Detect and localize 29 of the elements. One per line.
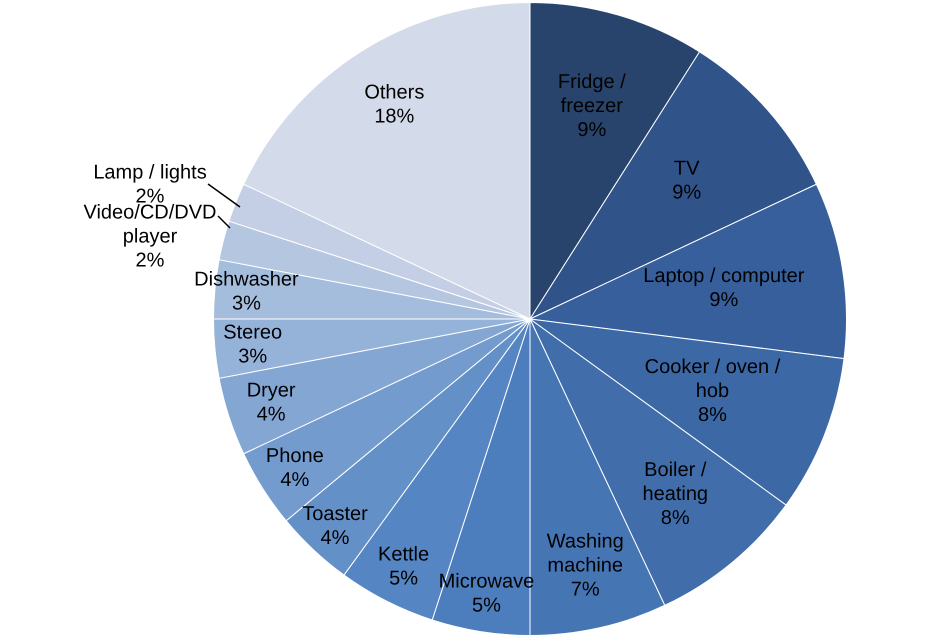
data-label: 5% — [472, 594, 502, 617]
slice-label: Stereo — [223, 322, 282, 344]
data-label: 4% — [280, 468, 310, 491]
slice-label: Kettle — [378, 544, 430, 566]
slice-label: Fridge / freezer — [558, 70, 626, 117]
slice-label: Dishwasher — [194, 268, 299, 291]
data-label: 8% — [660, 507, 690, 530]
slice-label: Phone — [266, 444, 324, 467]
slice-label: Toaster — [302, 503, 368, 526]
slice-label: Others — [364, 82, 424, 104]
data-label: 3% — [232, 292, 262, 315]
data-label: 4% — [256, 404, 286, 426]
data-label: 18% — [374, 106, 415, 128]
slice-label: Boiler / heating — [642, 459, 708, 506]
slice-label: Lamp / lights — [93, 162, 207, 184]
data-label: 2% — [136, 250, 165, 272]
data-label: 9% — [709, 288, 738, 311]
slice-label: Washing machine — [546, 530, 624, 577]
data-label: 9% — [577, 118, 606, 141]
slice-label: Dryer — [246, 380, 296, 402]
data-label: 5% — [389, 568, 418, 590]
slice-label: TV — [674, 157, 700, 180]
data-label: 4% — [320, 527, 350, 550]
data-label: 9% — [672, 181, 702, 204]
data-label: 7% — [570, 578, 600, 601]
slice-label: Cooker / oven / hob — [644, 356, 781, 402]
data-label: 8% — [698, 404, 728, 426]
data-label: 3% — [238, 346, 268, 368]
slice-label: Laptop / computer — [643, 264, 805, 287]
